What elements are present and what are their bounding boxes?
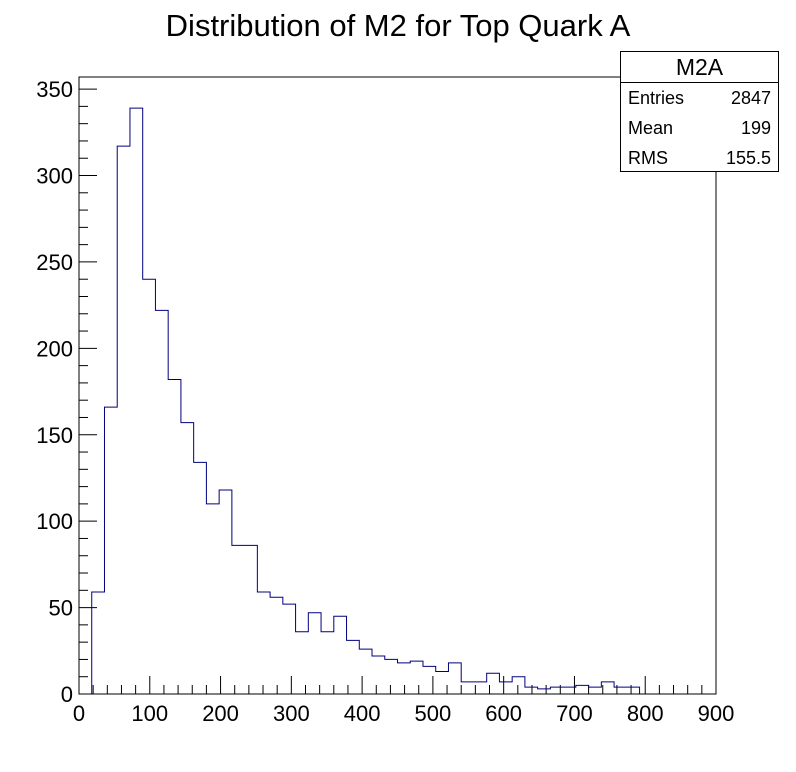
histogram-bin [487, 673, 500, 694]
histogram-bin [232, 545, 245, 694]
histogram-bin [448, 663, 461, 694]
histogram-bin [168, 379, 181, 694]
chart-title: Distribution of M2 for Top Quark A [165, 8, 631, 43]
histogram-bin [283, 604, 296, 694]
histogram-bin [614, 687, 627, 694]
x-tick-label: 800 [627, 701, 664, 726]
stats-value: 199 [740, 118, 771, 138]
stats-label: Mean [628, 118, 674, 138]
x-tick-label: 100 [131, 701, 168, 726]
x-tick-label: 400 [344, 701, 381, 726]
stats-row-entries: Entries 2847 [621, 83, 778, 113]
histogram-bin [104, 407, 117, 694]
x-tick-label: 600 [485, 701, 522, 726]
histogram-bin [334, 616, 347, 694]
histogram-bin [117, 146, 130, 694]
histogram-bin [372, 656, 385, 694]
x-tick-label: 200 [202, 701, 239, 726]
histogram-bin [257, 592, 270, 694]
histogram-bin [308, 613, 321, 694]
stats-value: 155.5 [725, 148, 771, 168]
y-tick-label: 100 [36, 509, 73, 534]
stats-label: Entries [628, 88, 685, 108]
stats-box: M2A Entries 2847 Mean 199 RMS 155.5 [620, 51, 779, 172]
x-tick-label: 300 [273, 701, 310, 726]
stats-title: M2A [621, 52, 778, 83]
histogram-bin [296, 632, 309, 694]
histogram-bin [321, 632, 334, 694]
histogram-bin [181, 423, 194, 694]
stats-row-rms: RMS 155.5 [621, 143, 778, 173]
histogram-bin [359, 649, 372, 694]
histogram-bin [461, 682, 474, 694]
x-tick-label: 0 [73, 701, 85, 726]
histogram-bin [512, 677, 525, 694]
y-tick-label: 250 [36, 250, 73, 275]
histogram-bin [130, 108, 143, 694]
y-tick-label: 50 [49, 596, 73, 621]
x-tick-label: 700 [556, 701, 593, 726]
y-tick-label: 300 [36, 164, 73, 189]
histogram-bin [385, 659, 398, 694]
histogram-bin [194, 462, 207, 694]
histogram-bin [589, 687, 602, 694]
histogram-bin [538, 689, 551, 694]
histogram-bin [245, 545, 258, 694]
x-tick-label: 900 [698, 701, 735, 726]
histogram-bin [627, 687, 640, 694]
x-tick-label: 500 [415, 701, 452, 726]
histogram-bin [270, 597, 283, 694]
histogram-bin [206, 504, 219, 694]
axis-ticks [78, 88, 717, 695]
histogram-bin [550, 687, 563, 694]
y-tick-label: 350 [36, 77, 73, 102]
histogram-bin [576, 685, 589, 694]
y-tick-label: 150 [36, 423, 73, 448]
histogram-outline [79, 107, 641, 695]
y-tick-label: 0 [61, 682, 73, 707]
histogram-bin [410, 661, 423, 694]
histogram-bin [398, 663, 411, 694]
stats-value: 2847 [730, 88, 771, 108]
histogram [79, 107, 641, 695]
histogram-bin [423, 666, 436, 694]
stats-row-mean: Mean 199 [621, 113, 778, 143]
histogram-bin [499, 682, 512, 694]
histogram-bin [525, 687, 538, 694]
stats-label: RMS [628, 148, 668, 168]
histogram-bin [219, 490, 232, 694]
plot-frame [78, 76, 717, 695]
histogram-bin [155, 310, 168, 694]
histogram-bin [143, 279, 156, 694]
tick-labels: 0 100 200 300 400 500 600 700 800 900 0 50 100 150 200… [36, 77, 734, 726]
y-tick-label: 200 [36, 336, 73, 361]
